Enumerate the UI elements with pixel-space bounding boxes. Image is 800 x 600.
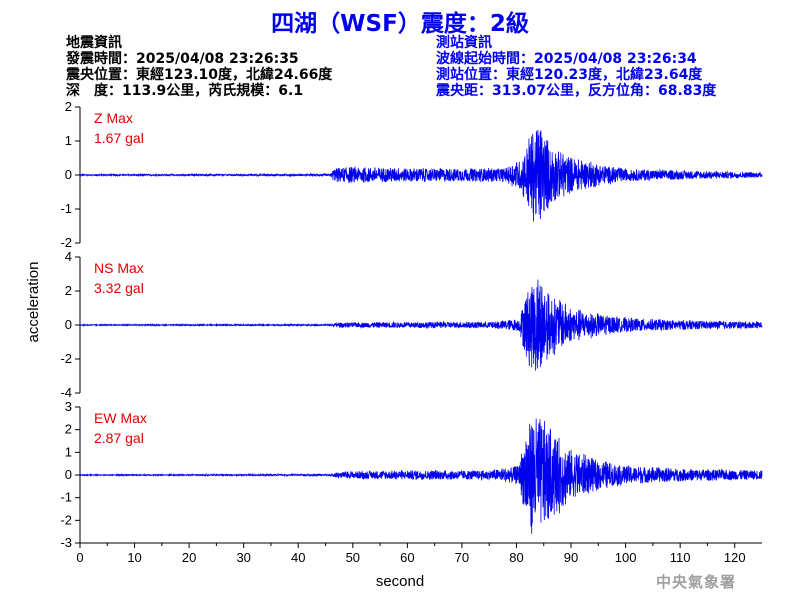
x-tick-label: 10 (127, 550, 141, 565)
x-tick-label: 80 (509, 550, 523, 565)
origin-time: 發震時間：2025/04/08 23:26:35 (66, 51, 299, 67)
y-tick-label: 1 (65, 444, 72, 459)
epicentral-distance: 震央距：313.07公里，反方位角：68.83度 (436, 83, 717, 99)
trace-z (79, 129, 763, 222)
max-label: EW Max (94, 410, 147, 426)
max-value: 2.87 gal (94, 430, 144, 446)
panel-ew: -3 -2 -1 0 1 2 3 EW Max 2.87 gal (60, 399, 763, 550)
epicenter-location: 震央位置：東經123.10度，北緯24.66度 (66, 67, 333, 83)
x-tick-label: 120 (724, 550, 746, 565)
max-label: NS Max (94, 260, 144, 276)
station-info-heading: 測站資訊 (436, 35, 492, 51)
event-info-block: 地震資訊 發震時間：2025/04/08 23:26:35 震央位置：東經123… (66, 35, 332, 99)
panel-ns: -4 -2 0 2 4 NS Max 3.32 gal (60, 249, 763, 400)
x-tick-label: 110 (670, 550, 691, 565)
y-axis-label: acceleration (25, 262, 42, 343)
trace-ew (79, 418, 763, 534)
y-tick-label: 2 (65, 283, 72, 298)
chart-title: 四湖（WSF）震度：2級 (271, 11, 529, 37)
y-tick-label: -2 (60, 512, 72, 527)
x-tick-label: 60 (400, 550, 414, 565)
credit-watermark: 中央氣象署 (656, 573, 737, 591)
max-label: Z Max (94, 110, 133, 126)
y-tick-label: 2 (65, 422, 72, 437)
x-tick-label: 100 (615, 550, 637, 565)
max-value: 1.67 gal (94, 130, 144, 146)
trace-ns (79, 279, 763, 371)
y-tick-label: 0 (65, 317, 72, 332)
depth-magnitude: 深 度：113.9公里，芮氏規模：6.1 (66, 83, 304, 99)
x-tick-label: 30 (236, 550, 250, 565)
y-tick-label: 2 (65, 99, 72, 114)
y-tick-label: -1 (60, 201, 72, 216)
y-tick-label: 1 (65, 133, 72, 148)
y-tick-label: 3 (65, 399, 72, 414)
event-info-heading: 地震資訊 (66, 35, 122, 51)
wave-start-time: 波線起始時間：2025/04/08 23:26:34 (436, 51, 697, 67)
x-tick-label: 20 (182, 550, 196, 565)
x-tick-label: 40 (291, 550, 305, 565)
x-tick-label: 0 (76, 550, 83, 565)
x-tick-label: 50 (346, 550, 360, 565)
x-tick-label: 70 (455, 550, 469, 565)
x-tick-label: 90 (564, 550, 578, 565)
station-info-block: 測站資訊 波線起始時間：2025/04/08 23:26:34 測站位置：東經1… (436, 35, 716, 99)
y-tick-label: 0 (65, 467, 72, 482)
max-value: 3.32 gal (94, 280, 144, 296)
y-tick-label: -4 (60, 385, 72, 400)
station-location: 測站位置：東經120.23度，北緯23.64度 (436, 67, 703, 83)
x-axis-label: second (376, 573, 424, 590)
y-tick-label: 4 (65, 249, 72, 264)
y-tick-label: -3 (60, 535, 72, 550)
y-tick-label: 0 (65, 167, 72, 182)
y-tick-label: -1 (60, 490, 72, 505)
y-tick-label: -2 (60, 351, 72, 366)
y-tick-label: -2 (60, 235, 72, 250)
panel-z: -2 -1 0 1 2 Z Max 1.67 gal (60, 99, 763, 250)
